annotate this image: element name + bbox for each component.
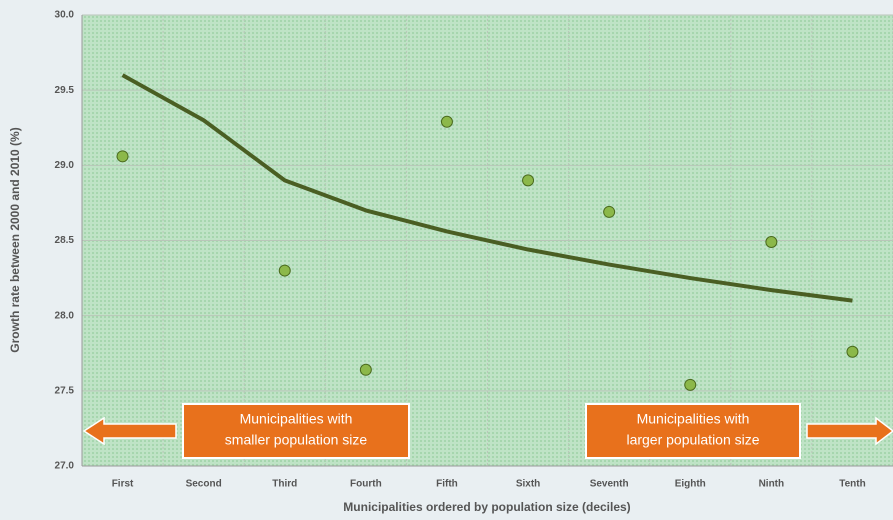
y-axis-label: Growth rate between 2000 and 2010 (%) <box>8 127 22 352</box>
y-tick-label: 30.0 <box>55 10 75 21</box>
point <box>603 205 616 218</box>
arrow <box>82 416 177 446</box>
arrow <box>806 416 893 446</box>
point <box>440 115 453 128</box>
annotation-text: Municipalities with <box>240 411 353 427</box>
x-axis-label: Municipalities ordered by population siz… <box>343 500 630 514</box>
point <box>116 150 129 163</box>
point <box>359 363 372 376</box>
x-tick-label: Fourth <box>350 479 382 490</box>
x-tick-label: Seventh <box>590 479 629 490</box>
y-tick-label: 29.0 <box>55 160 75 171</box>
x-tick-label: Second <box>186 479 222 490</box>
x-tick-label: Ninth <box>759 479 785 490</box>
x-tick-label: Third <box>272 479 297 490</box>
point <box>522 174 535 187</box>
y-tick-label: 28.5 <box>55 235 75 246</box>
x-tick-label: Tenth <box>839 479 865 490</box>
point <box>684 378 697 391</box>
point <box>278 264 291 277</box>
annotation-box <box>585 403 801 459</box>
y-tick-label: 29.5 <box>55 85 75 96</box>
y-tick-label: 28.0 <box>55 310 75 321</box>
x-tick-label: Fifth <box>436 479 458 490</box>
annotation-text: Municipalities with <box>637 411 750 427</box>
point <box>765 236 778 249</box>
annotation-box <box>182 403 410 459</box>
x-tick-label: Sixth <box>516 479 540 490</box>
x-tick-label: Eighth <box>675 479 706 490</box>
y-tick-label: 27.5 <box>55 385 75 396</box>
annotation-text: larger population size <box>626 432 759 448</box>
annotation-text: smaller population size <box>225 432 368 448</box>
x-tick-label: First <box>112 479 134 490</box>
y-tick-label: 27.0 <box>55 461 75 472</box>
trend-line <box>121 73 853 303</box>
point <box>846 345 859 358</box>
